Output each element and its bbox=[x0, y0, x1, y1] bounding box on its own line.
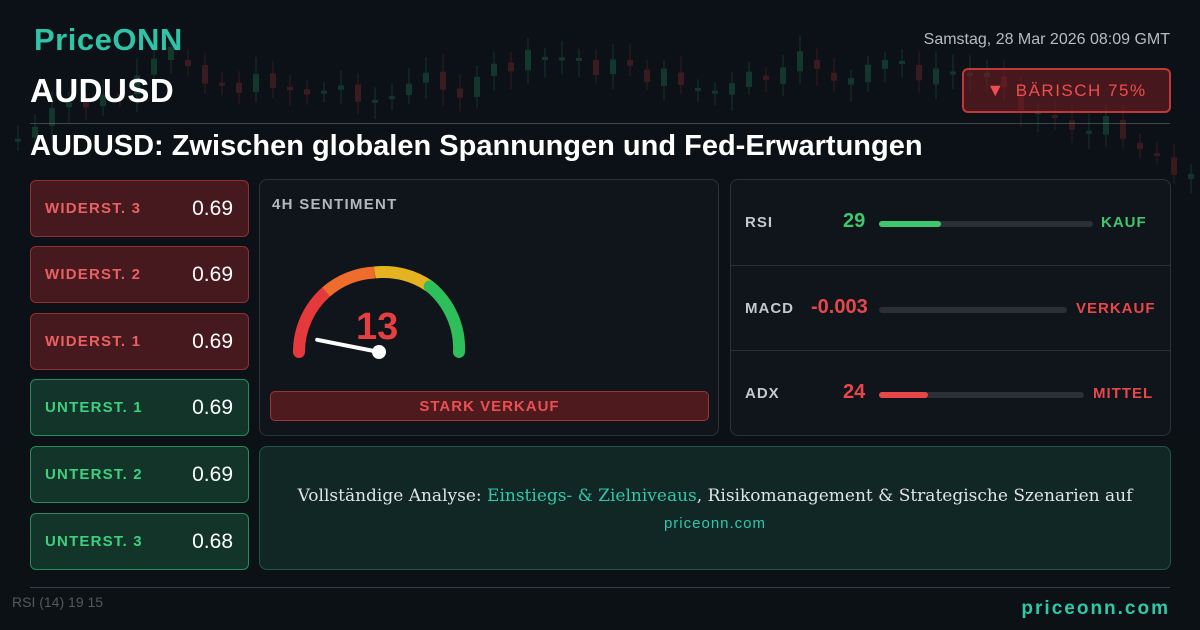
indicator-value: 24 bbox=[843, 381, 866, 403]
level-value: 0.69 bbox=[192, 462, 233, 486]
level-label: UNTERST. 2 bbox=[45, 466, 143, 483]
bearish-badge: ▼ BÄRISCH 75% bbox=[962, 68, 1171, 113]
indicator-name: ADX bbox=[745, 385, 780, 402]
indicator-name: MACD bbox=[745, 300, 794, 317]
indicator-row-macd: MACD -0.003 VERKAUF bbox=[731, 265, 1170, 350]
gauge-segment-red bbox=[293, 285, 333, 358]
level-value: 0.69 bbox=[192, 395, 233, 419]
indicator-bar-fill bbox=[879, 221, 942, 227]
background-rsi-values: 19 15 bbox=[68, 594, 104, 610]
indicator-row-adx: ADX 24 MITTEL bbox=[731, 350, 1170, 435]
level-value: 0.69 bbox=[192, 262, 233, 286]
timestamp: Samstag, 28 Mar 2026 08:09 GMT bbox=[923, 31, 1170, 48]
headline: AUDUSD: Zwischen globalen Spannungen und… bbox=[30, 130, 923, 162]
gauge-segment-orange bbox=[322, 266, 376, 297]
gauge-segment-yellow bbox=[374, 266, 434, 292]
indicator-value: -0.003 bbox=[811, 296, 868, 318]
level-support-3: UNTERST. 3 0.68 bbox=[30, 513, 249, 570]
gauge-needle bbox=[315, 337, 381, 354]
cta-highlight[interactable]: Einstiegs- & Zielniveaus bbox=[487, 486, 697, 506]
indicator-signal: KAUF bbox=[1101, 214, 1147, 231]
sentiment-value: 13 bbox=[356, 306, 399, 348]
indicator-row-rsi: RSI 29 KAUF bbox=[731, 180, 1170, 265]
sentiment-title: 4H SENTIMENT bbox=[272, 196, 398, 213]
indicator-bar bbox=[879, 221, 1093, 227]
indicators-panel: RSI 29 KAUF MACD -0.003 VERKAUF ADX 24 M… bbox=[730, 179, 1171, 436]
level-resistance-2: WIDERST. 2 0.69 bbox=[30, 246, 249, 303]
indicator-value: 29 bbox=[843, 210, 866, 232]
level-resistance-1: WIDERST. 1 0.69 bbox=[30, 313, 249, 370]
level-label: WIDERST. 1 bbox=[45, 333, 142, 350]
cta-text: Vollständige Analyse: Einstiegs- & Zieln… bbox=[260, 486, 1170, 506]
level-resistance-3: WIDERST. 3 0.69 bbox=[30, 180, 249, 237]
indicator-name: RSI bbox=[745, 214, 774, 231]
level-value: 0.69 bbox=[192, 196, 233, 220]
level-label: WIDERST. 2 bbox=[45, 266, 142, 283]
badge-label: BÄRISCH 75% bbox=[1015, 80, 1147, 100]
background-rsi-period: (14) bbox=[39, 594, 65, 610]
level-support-1: UNTERST. 1 0.69 bbox=[30, 379, 249, 436]
level-value: 0.68 bbox=[192, 529, 233, 553]
level-label: WIDERST. 3 bbox=[45, 200, 142, 217]
level-label: UNTERST. 3 bbox=[45, 533, 143, 550]
indicator-bar bbox=[879, 307, 1067, 313]
background-rsi-label: RSI (14) 19 15 bbox=[12, 594, 103, 610]
level-support-2: UNTERST. 2 0.69 bbox=[30, 446, 249, 503]
triangle-down-icon: ▼ bbox=[986, 80, 1006, 100]
cta-suffix: , Risikomanagement & Strategische Szenar… bbox=[696, 486, 1133, 506]
level-label: UNTERST. 1 bbox=[45, 399, 143, 416]
gauge-needle-hub bbox=[372, 345, 386, 359]
cta-prefix: Vollständige Analyse: bbox=[297, 486, 488, 506]
footer-link[interactable]: priceonn.com bbox=[1021, 598, 1170, 619]
level-value: 0.69 bbox=[192, 329, 233, 353]
gauge-segment-green bbox=[423, 280, 466, 358]
sentiment-verdict: STARK VERKAUF bbox=[270, 391, 709, 421]
sentiment-gauge bbox=[293, 266, 466, 359]
indicator-bar-fill bbox=[879, 392, 929, 398]
cta-link[interactable]: priceonn.com bbox=[663, 515, 767, 532]
footer-divider bbox=[30, 587, 1170, 588]
background-rsi-name: RSI bbox=[12, 594, 36, 610]
header-divider bbox=[30, 123, 1170, 124]
cta-panel[interactable]: Vollständige Analyse: Einstiegs- & Zieln… bbox=[259, 446, 1171, 570]
sentiment-panel: 4H SENTIMENT 13 STARK VERKAUF bbox=[259, 179, 719, 436]
logo[interactable]: PriceONN bbox=[34, 22, 183, 57]
symbol-title: AUDUSD bbox=[30, 72, 175, 109]
indicator-signal: VERKAUF bbox=[1076, 300, 1156, 317]
indicator-signal: MITTEL bbox=[1093, 385, 1154, 402]
indicator-bar bbox=[879, 392, 1084, 398]
